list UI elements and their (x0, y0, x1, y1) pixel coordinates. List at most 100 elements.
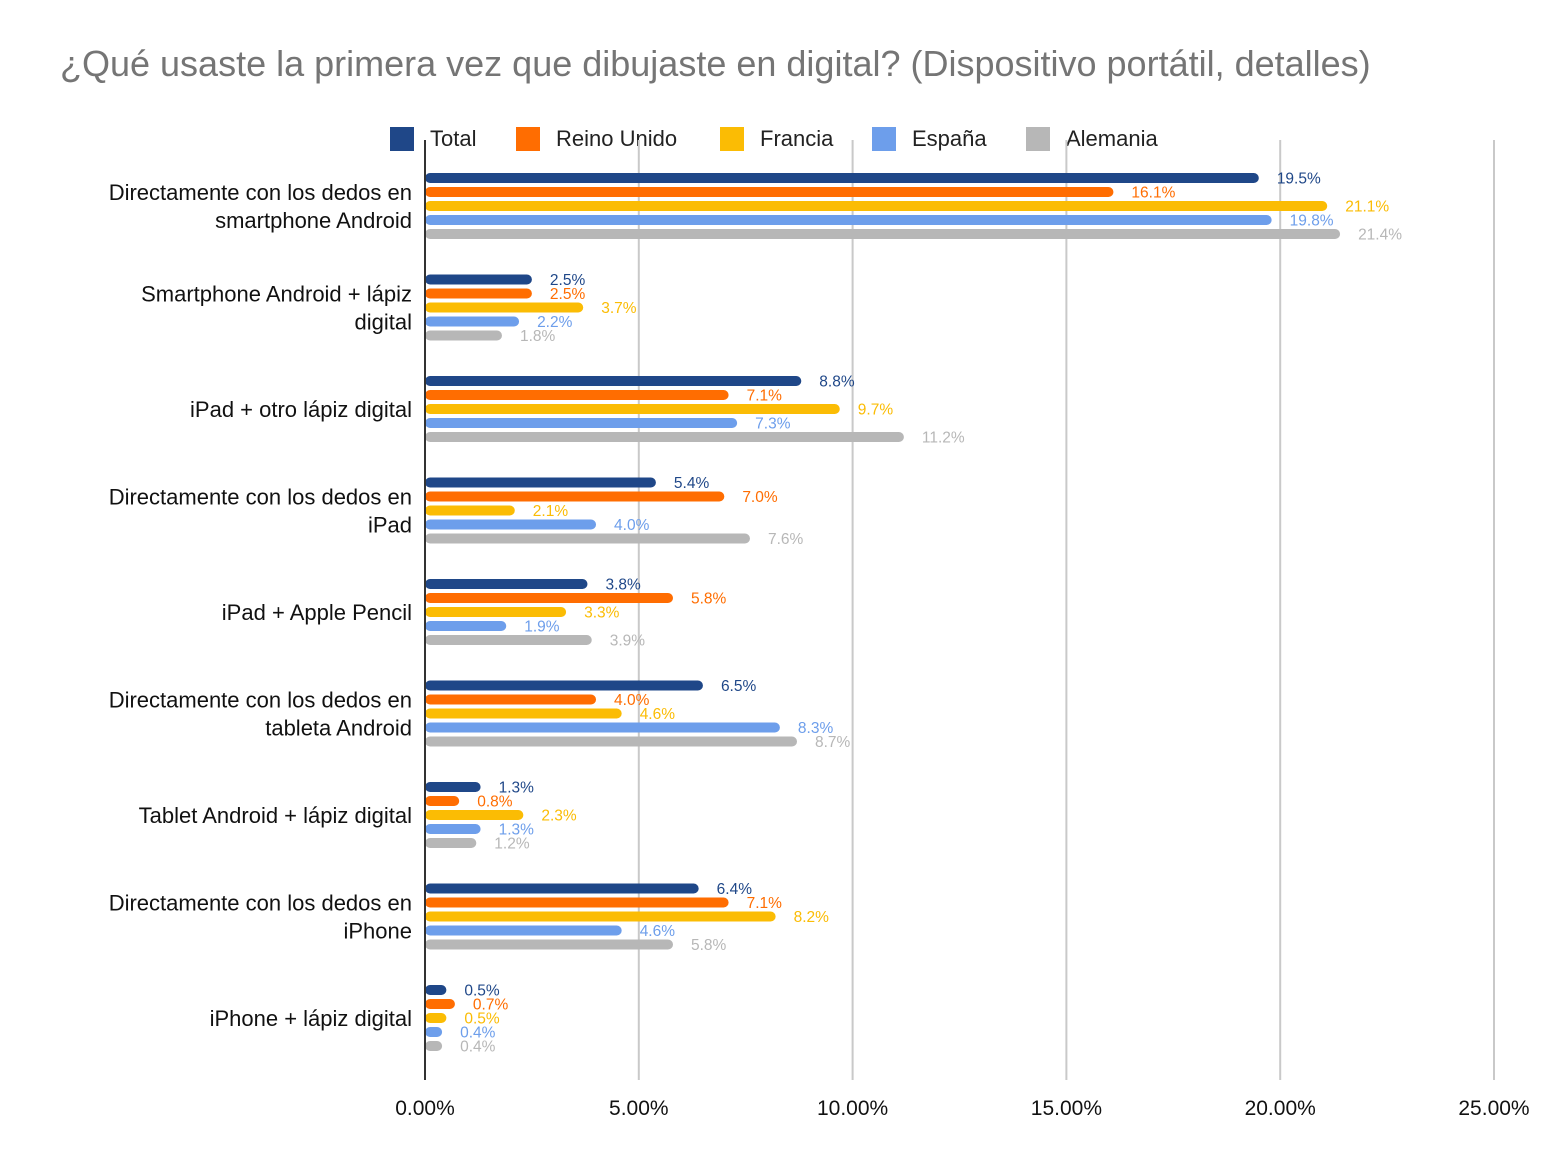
category-label: Directamente con los dedos en (109, 891, 412, 916)
legend-swatch (390, 127, 414, 151)
data-label: 5.4% (674, 475, 710, 492)
x-tick-label: 20.00% (1245, 1097, 1316, 1120)
data-label: 1.9% (524, 619, 560, 636)
bar (425, 985, 447, 995)
data-label: 2.1% (533, 503, 569, 520)
bar (425, 288, 532, 299)
bar (425, 432, 904, 442)
legend-label: Francia (760, 126, 834, 151)
bar (425, 491, 725, 502)
data-label: 6.5% (721, 678, 757, 695)
category-label: smartphone Android (215, 208, 412, 233)
data-label: 0.5% (464, 1011, 500, 1028)
chart-title: ¿Qué usaste la primera vez que dibujaste… (60, 43, 1371, 84)
bar (425, 330, 502, 341)
bar (425, 810, 524, 820)
bar (425, 390, 729, 400)
bar (425, 736, 798, 747)
bars (425, 173, 1341, 1051)
bar (425, 316, 520, 327)
bar (425, 505, 515, 516)
bar (425, 418, 738, 428)
legend-label: España (912, 126, 987, 151)
x-axis-ticks: 0.00% 5.00% 10.00% 15.00% 20.00% 25.00% (395, 1097, 1529, 1120)
data-label: 3.7% (601, 300, 637, 317)
data-label: 0.7% (473, 997, 509, 1014)
data-label: 21.4% (1358, 227, 1402, 244)
bar (425, 824, 481, 834)
category-label: iPhone + lápiz digital (210, 1006, 412, 1031)
x-tick-label: 0.00% (395, 1097, 455, 1120)
x-tick-label: 5.00% (609, 1097, 669, 1120)
data-label: 21.1% (1345, 199, 1389, 216)
category-label: Directamente con los dedos en (109, 180, 412, 205)
bar (425, 607, 567, 617)
bar (425, 883, 699, 894)
bar (425, 722, 780, 733)
data-label: 7.1% (747, 895, 783, 912)
bar (425, 201, 1328, 211)
data-label: 1.8% (520, 328, 556, 345)
gridlines (637, 140, 1495, 1080)
data-label: 2.5% (550, 286, 586, 303)
data-label: 4.0% (614, 517, 650, 534)
category-label: iPad + otro lápiz digital (190, 397, 412, 422)
data-label: 8.2% (794, 909, 830, 926)
data-label: 3.9% (610, 633, 646, 650)
category-labels: Directamente con los dedos en smartphone … (109, 180, 412, 1031)
data-labels: 19.5% 16.1% 21.1% 19.8% 21.4% 2.5%2.5% 3.7% 2.2… (460, 171, 1402, 1056)
bar (425, 477, 656, 488)
legend: Total Reino Unido Francia España Alemania (390, 126, 1158, 151)
data-label: 7.0% (742, 489, 778, 506)
data-label: 0.4% (460, 1039, 496, 1056)
category-label: iPhone (343, 919, 412, 944)
bar (425, 404, 840, 414)
bar (425, 782, 481, 792)
bar (425, 187, 1114, 197)
x-tick-label: 15.00% (1031, 1097, 1102, 1120)
bar (425, 694, 597, 705)
data-label: 2.3% (541, 808, 577, 825)
bar (425, 229, 1341, 239)
bar (425, 925, 622, 936)
data-label: 1.3% (499, 822, 535, 839)
legend-swatch (720, 127, 744, 151)
bar (425, 215, 1272, 225)
data-label: 0.8% (477, 794, 513, 811)
bar (425, 1027, 443, 1037)
legend-swatch (1026, 127, 1050, 151)
bar (425, 635, 592, 645)
data-label: 8.8% (819, 374, 855, 391)
category-label: Directamente con los dedos en (109, 485, 412, 510)
legend-swatch (516, 127, 540, 151)
bar (425, 533, 750, 544)
category-label: tableta Android (265, 716, 412, 741)
data-label: 4.6% (640, 706, 676, 723)
bar (425, 897, 729, 908)
data-label: 8.3% (798, 720, 834, 737)
data-label: 9.7% (858, 402, 894, 419)
data-label: 0.4% (460, 1025, 496, 1042)
data-label: 7.1% (747, 388, 783, 405)
bar (425, 376, 802, 386)
x-tick-label: 10.00% (817, 1097, 888, 1120)
data-label: 16.1% (1131, 185, 1175, 202)
data-label: 1.2% (494, 836, 530, 853)
category-label: Directamente con los dedos en (109, 688, 412, 713)
legend-label: Reino Unido (556, 126, 677, 151)
data-label: 3.3% (584, 605, 620, 622)
data-label: 3.8% (605, 577, 641, 594)
data-label: 5.8% (691, 937, 727, 954)
data-label: 2.2% (537, 314, 573, 331)
bar (425, 519, 597, 530)
data-label: 4.6% (640, 923, 676, 940)
category-label: Smartphone Android + lápiz (141, 282, 412, 307)
bar (425, 1013, 447, 1023)
data-label: 11.2% (922, 430, 965, 447)
data-label: 4.0% (614, 692, 650, 709)
legend-label: Total (430, 126, 476, 151)
bar (425, 1041, 443, 1051)
bar (425, 621, 507, 631)
